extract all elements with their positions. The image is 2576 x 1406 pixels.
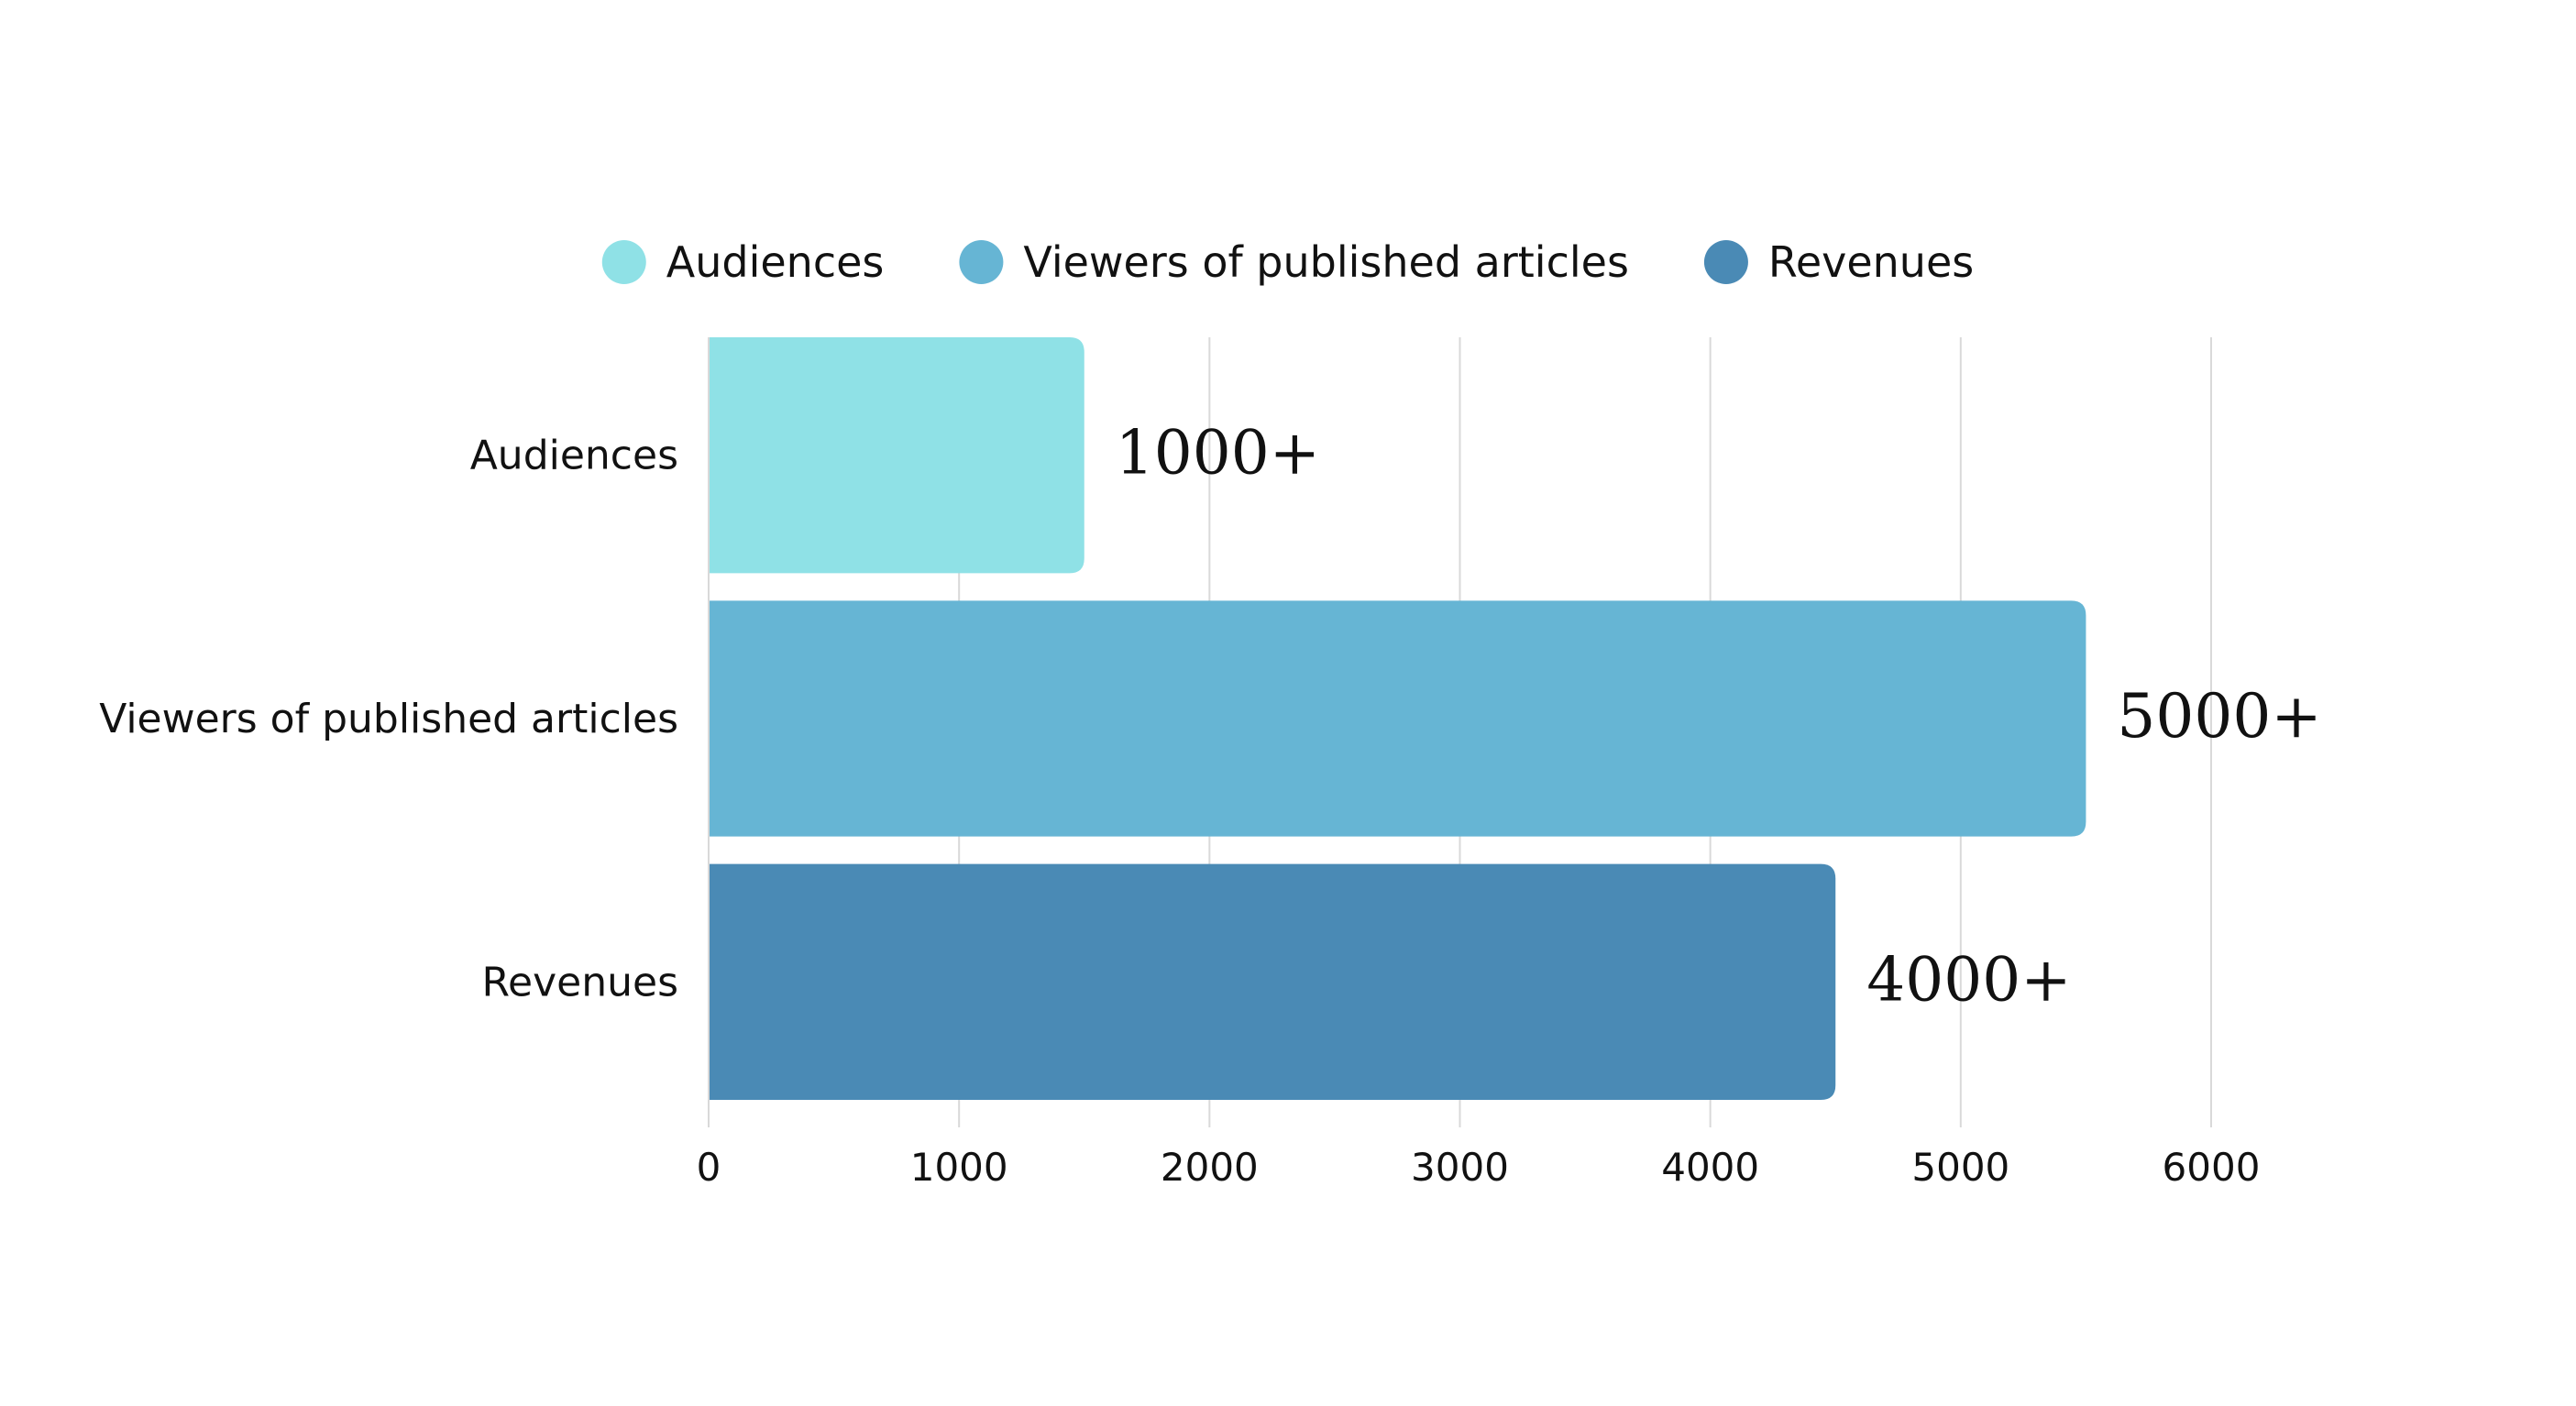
value-label-viewers-of-published-articles: 5000+ xyxy=(2117,681,2321,752)
legend-label-audiences: Audiences xyxy=(666,237,885,287)
category-label-viewers-of-published-articles: Viewers of published articles xyxy=(99,696,678,742)
x-tick-label: 2000 xyxy=(1161,1145,1259,1190)
x-tick-label: 0 xyxy=(697,1145,721,1190)
bar-revenues xyxy=(709,863,1836,1100)
bar-viewers-of-published-articles xyxy=(709,600,2086,837)
category-label-audiences: Audiences xyxy=(470,433,678,479)
x-tick-label: 1000 xyxy=(910,1145,1008,1190)
bar-audiences xyxy=(709,337,1084,574)
value-labels: 1000+ 5000+ 4000+ xyxy=(1116,418,2322,1016)
legend-swatch-viewers-of-published-articles xyxy=(959,240,1004,284)
legend-swatch-audiences xyxy=(601,240,646,284)
bars xyxy=(709,337,2086,1100)
x-tick-label: 6000 xyxy=(2163,1145,2261,1190)
legend-label-revenues: Revenues xyxy=(1768,237,1974,287)
category-label-revenues: Revenues xyxy=(481,959,678,1005)
value-label-revenues: 4000+ xyxy=(1866,944,2071,1015)
x-tick-label: 5000 xyxy=(1911,1145,2009,1190)
value-label-audiences: 1000+ xyxy=(1116,418,1320,489)
x-tick-labels: 0 1000 2000 3000 4000 5000 6000 xyxy=(697,1145,2261,1190)
legend: Audiences Viewers of published articles Re… xyxy=(601,237,1974,287)
legend-label-viewers-of-published-articles: Viewers of published articles xyxy=(1023,237,1629,287)
x-tick-label: 4000 xyxy=(1661,1145,1759,1190)
category-labels: Audiences Viewers of published articles Re… xyxy=(99,433,678,1006)
legend-swatch-revenues xyxy=(1703,240,1748,284)
x-tick-label: 3000 xyxy=(1411,1145,1509,1190)
